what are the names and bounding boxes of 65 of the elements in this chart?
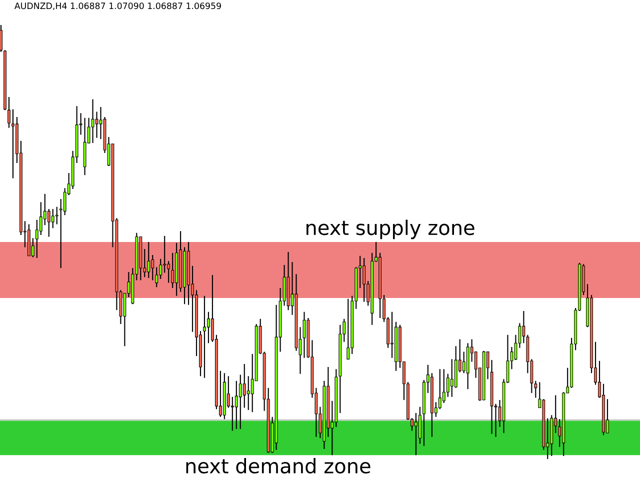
- candlestick: [346, 298, 350, 360]
- candlestick: [139, 236, 142, 281]
- candlestick: [207, 311, 210, 344]
- candlestick: [450, 358, 454, 398]
- candlestick: [187, 241, 190, 306]
- candlestick: [370, 252, 374, 326]
- candlestick: [175, 242, 178, 296]
- candlestick: [466, 342, 470, 390]
- candlestick: [203, 295, 206, 378]
- candlestick: [95, 111, 98, 138]
- candlestick: [522, 310, 526, 344]
- candlestick: [230, 396, 234, 432]
- candlestick: [159, 258, 162, 280]
- candlestick: [442, 368, 446, 404]
- candlestick: [322, 380, 326, 450]
- candlestick: [602, 383, 605, 436]
- candlestick: [238, 374, 242, 430]
- candlestick: [35, 219, 38, 259]
- candlestick: [234, 380, 238, 430]
- candlestick: [334, 368, 338, 428]
- candlestick: [0, 24, 2, 52]
- candlestick: [91, 98, 94, 144]
- band-label: next demand zone: [186, 458, 370, 474]
- candlestick: [242, 363, 246, 408]
- candlestick: [27, 224, 30, 256]
- candlestick: [8, 96, 10, 128]
- candlestick: [430, 372, 434, 438]
- candlestick: [274, 304, 278, 450]
- candlestick: [171, 252, 174, 289]
- candlestick: [222, 372, 226, 420]
- candlestick: [246, 376, 250, 410]
- candlestick: [147, 241, 150, 279]
- candlestick: [155, 266, 158, 288]
- band-label: next supply zone: [306, 220, 474, 240]
- candlestick: [550, 414, 554, 456]
- candlestick: [378, 252, 382, 318]
- candlestick: [326, 366, 330, 438]
- candlestick: [534, 380, 538, 398]
- candlestick: [606, 398, 609, 434]
- candlestick: [438, 368, 442, 410]
- candlestick: [418, 406, 422, 444]
- candlestick: [390, 311, 394, 358]
- candlestick: [47, 208, 50, 238]
- candlestick: [362, 258, 366, 302]
- candlestick: [167, 260, 170, 284]
- candlestick: [163, 235, 166, 274]
- candlestick: [55, 206, 58, 225]
- candlestick: [414, 412, 418, 456]
- candlestick: [39, 202, 42, 236]
- candlestick: [179, 230, 182, 292]
- candlestick: [286, 251, 290, 311]
- candlestick: [542, 398, 546, 450]
- candlestick: [394, 321, 398, 372]
- candlestick: [12, 108, 14, 179]
- candlestick: [454, 346, 458, 388]
- candlestick: [63, 188, 66, 216]
- candlestick: [183, 246, 186, 305]
- chart-title: AUDNZD,H4 1.06887 1.07090 1.06887 1.06959: [14, 2, 221, 10]
- candlestick: [338, 324, 342, 414]
- candlestick: [83, 117, 86, 176]
- candlestick: [482, 350, 486, 400]
- candlestick: [446, 373, 450, 398]
- candlestick: [51, 208, 54, 229]
- candlestick: [4, 50, 6, 111]
- candlestick: [151, 254, 154, 281]
